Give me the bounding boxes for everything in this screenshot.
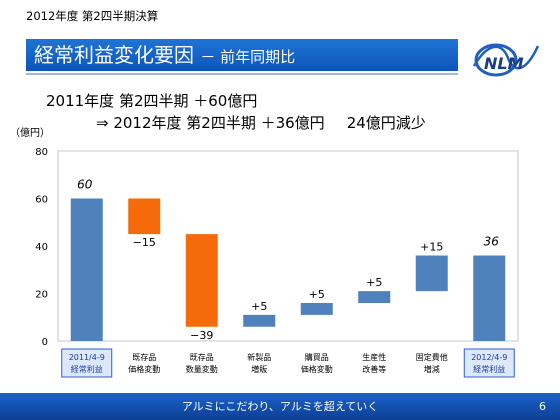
data-label: +5 <box>309 288 325 301</box>
logo-swoosh <box>472 45 540 70</box>
bar-increase <box>415 255 448 292</box>
y-tick-label: 40 <box>35 242 48 253</box>
y-tick-label: 80 <box>35 147 48 158</box>
data-label: +15 <box>420 241 443 254</box>
summary-line-2: ⇒ 2012年度 第2四半期 ＋36億円 24億円減少 <box>96 112 426 133</box>
bar-increase <box>300 303 333 315</box>
x-tick-label: 数量変動 <box>186 364 218 374</box>
bar-decrease <box>185 234 218 327</box>
category-highlight-box <box>61 348 113 378</box>
summary-difference: 24億円減少 <box>346 114 426 132</box>
x-tick-label: 経常利益 <box>473 364 505 374</box>
x-tick-label: 新製品 <box>247 352 271 362</box>
footer-bar: アルミにこだわり、アルミを超えていく 6 <box>0 393 560 420</box>
category-highlight-box <box>463 348 515 378</box>
title-underline <box>26 73 458 75</box>
page-number: 6 <box>539 400 546 413</box>
y-tick-label: 0 <box>42 337 48 348</box>
x-tick-label: 既存品 <box>190 352 214 362</box>
data-label: 60 <box>77 178 93 192</box>
slide-title-bar: 経常利益変化要因 － 前年同期比 <box>26 39 458 71</box>
bar-increase <box>243 314 276 327</box>
x-tick-label: 固定費他 <box>416 352 448 362</box>
summary-current: ⇒ 2012年度 第2四半期 ＋36億円 <box>96 114 325 132</box>
data-label: −15 <box>133 236 156 249</box>
data-label: +5 <box>366 276 382 289</box>
data-label: 36 <box>484 235 500 249</box>
x-tick-label: 生産性 <box>362 352 386 362</box>
x-tick-label: 価格変動 <box>301 364 333 374</box>
x-tick-label: 既存品 <box>132 352 156 362</box>
plot-area <box>57 150 519 342</box>
bar-total <box>70 198 103 341</box>
logo-text: NLM <box>484 54 524 73</box>
x-tick-label: 改善等 <box>362 364 386 374</box>
y-tick-label: 20 <box>35 290 48 301</box>
x-tick-label: 経常利益 <box>71 364 103 374</box>
logo-ring <box>474 43 518 77</box>
company-logo: NLM <box>472 43 540 77</box>
x-tick-label: 価格変動 <box>128 364 160 374</box>
x-tick-label: 増販 <box>251 364 267 374</box>
bar-increase <box>358 291 391 303</box>
period-label: 2012年度 第2四半期決算 <box>26 9 159 23</box>
x-tick-label: 購買品 <box>305 352 329 362</box>
bar-decrease <box>128 198 161 235</box>
bar-total <box>473 255 506 341</box>
x-tick-label: 増減 <box>424 364 440 374</box>
data-label: −39 <box>190 329 213 342</box>
footer-slogan: アルミにこだわり、アルミを超えていく <box>181 400 379 413</box>
summary-line-1: 2011年度 第2四半期 ＋60億円 <box>46 92 258 110</box>
x-tick-label: 2011/4-9 <box>69 353 105 362</box>
slide-title-suffix: － 前年同期比 <box>200 48 296 66</box>
data-label: +5 <box>251 300 267 313</box>
x-tick-label: 2012/4-9 <box>471 353 507 362</box>
slide-title: 経常利益変化要因 <box>34 43 194 67</box>
y-tick-label: 60 <box>35 195 48 206</box>
y-axis-unit: （億円） <box>10 126 50 139</box>
